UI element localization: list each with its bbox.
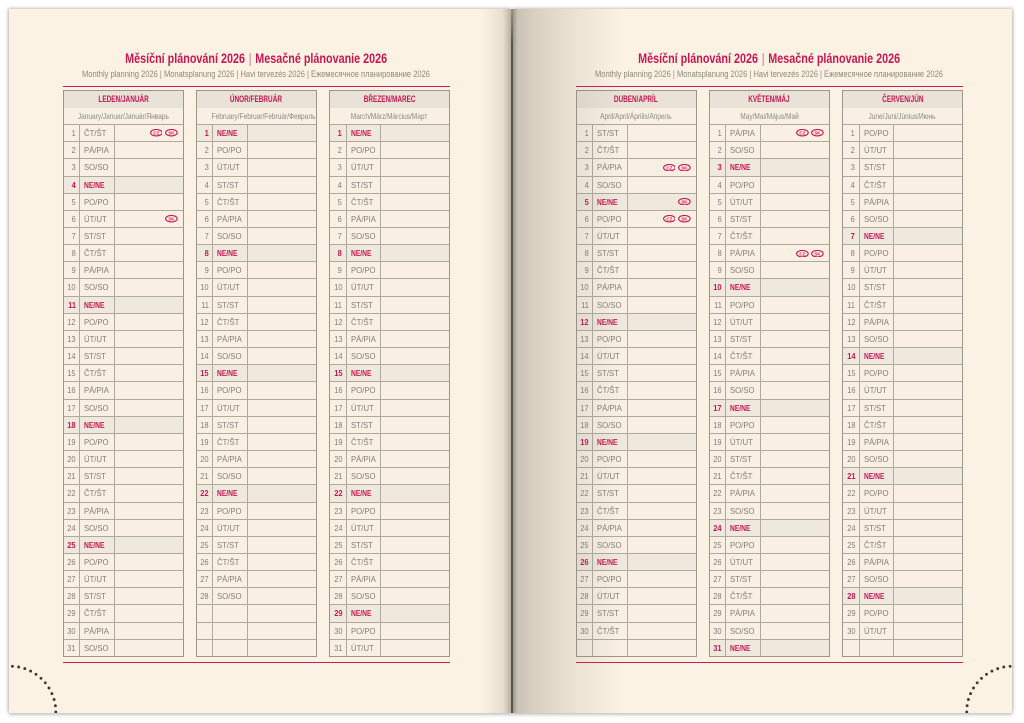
- svg-text:SK: SK: [168, 217, 175, 222]
- svg-text:SK: SK: [168, 131, 175, 136]
- svg-text:SK: SK: [814, 251, 821, 256]
- svg-text:CZ: CZ: [799, 131, 805, 136]
- svg-text:SK: SK: [681, 217, 688, 222]
- svg-text:SK: SK: [681, 165, 688, 170]
- svg-text:SK: SK: [814, 131, 821, 136]
- svg-text:SK: SK: [681, 199, 688, 204]
- svg-text:CZ: CZ: [153, 131, 159, 136]
- svg-text:CZ: CZ: [666, 217, 672, 222]
- svg-text:CZ: CZ: [666, 165, 672, 170]
- svg-text:CZ: CZ: [799, 251, 805, 256]
